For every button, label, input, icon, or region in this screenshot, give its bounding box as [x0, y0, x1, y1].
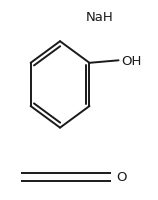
Text: OH: OH [122, 55, 142, 67]
Text: O: O [116, 171, 127, 183]
Text: NaH: NaH [86, 11, 113, 23]
